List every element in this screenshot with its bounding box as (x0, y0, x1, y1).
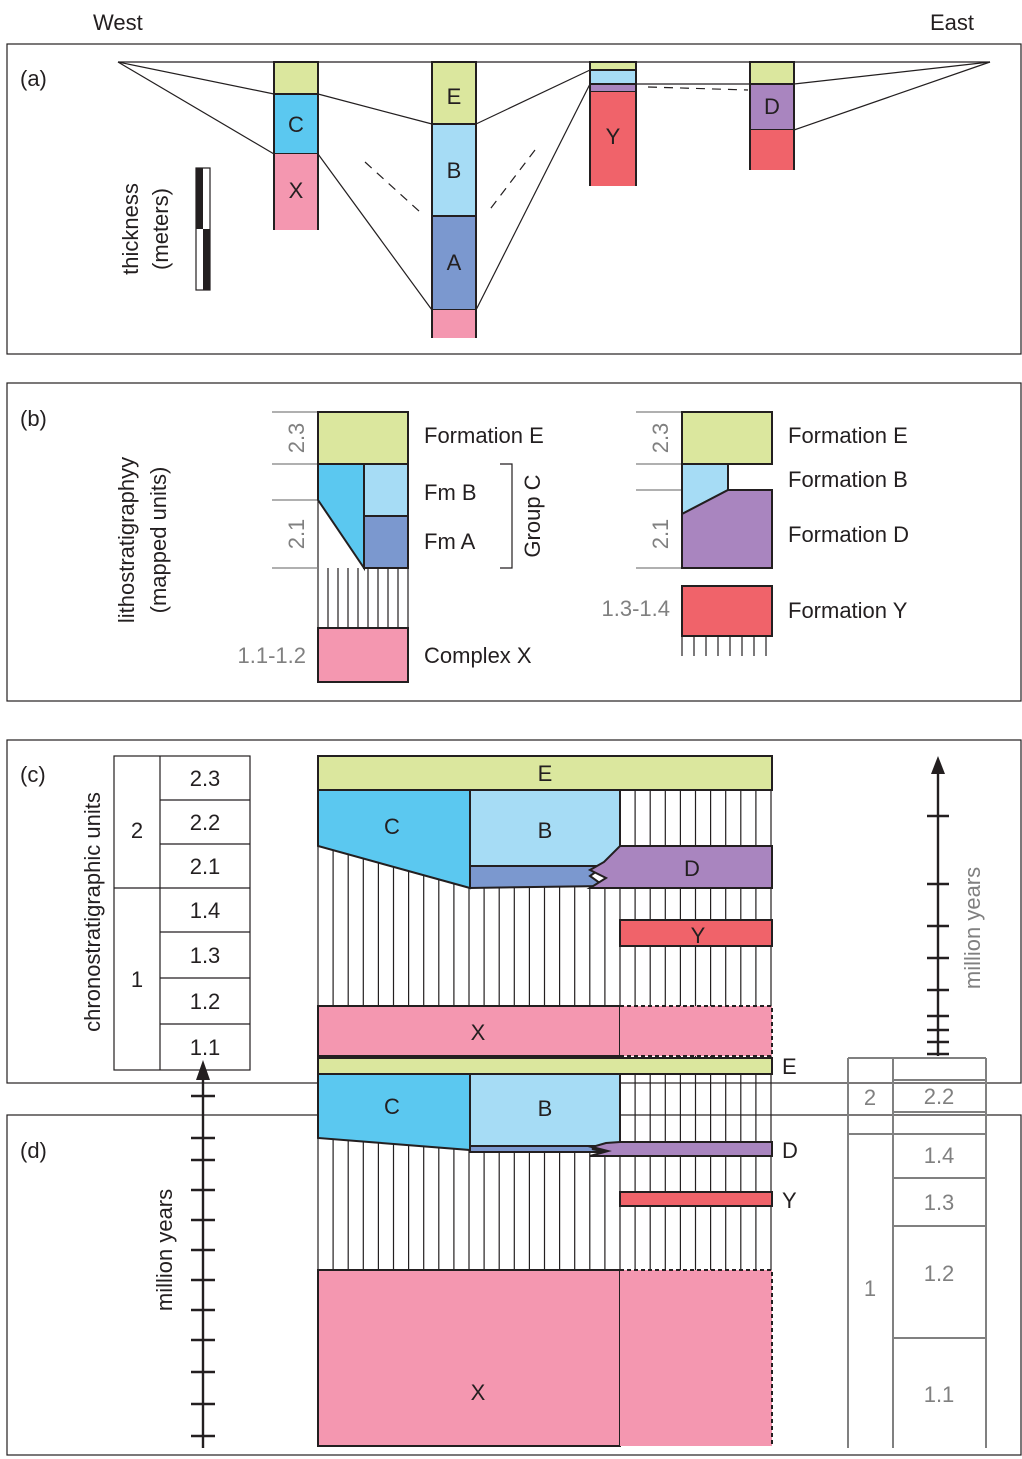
left-fm-a: Fm A (424, 529, 476, 554)
up-arrow-icon (196, 1060, 210, 1080)
label-c: C (288, 112, 304, 137)
panel-a-frame (6, 43, 1022, 355)
d-side-label-y: Y (782, 1188, 797, 1213)
right-age-23: 2.3 (648, 423, 673, 454)
d-label-b: B (538, 1096, 553, 1121)
d-chrono-stage: 1.3 (924, 1190, 955, 1215)
d-chrono-stage: 1.2 (924, 1261, 955, 1286)
scale-label-thickness: thickness (118, 183, 143, 275)
chrono-stage: 2.2 (190, 810, 221, 835)
left-age-21: 2.1 (284, 519, 309, 550)
time-axis-d (191, 1060, 215, 1448)
d-label-c: C (384, 1094, 400, 1119)
chrono-major-2: 2 (131, 818, 143, 843)
left-age-23: 2.3 (284, 423, 309, 454)
d-million-years-label: million years (152, 1189, 177, 1311)
label-d: D (764, 94, 780, 119)
lithostrat-axis-label-2: (mapped units) (146, 467, 171, 614)
c-label-x: X (471, 1020, 486, 1045)
c-label-c: C (384, 814, 400, 839)
c-million-years-label: million years (960, 867, 985, 989)
chrono-stage: 2.1 (190, 854, 221, 879)
d-chrono-major-1: 1 (864, 1276, 876, 1301)
panel-d-tag: (d) (20, 1138, 47, 1163)
label-e: E (447, 84, 462, 109)
c-label-b: B (538, 818, 553, 843)
label-y: Y (606, 124, 621, 149)
scale-label-meters: (meters) (148, 188, 173, 270)
right-age-21: 2.1 (648, 519, 673, 550)
time-axis-c (927, 756, 949, 1056)
right-formation-e: Formation E (788, 423, 908, 448)
c-label-e: E (538, 761, 553, 786)
group-c-label: Group C (520, 474, 545, 557)
c-label-d: D (684, 856, 700, 881)
chrono-stage: 1.1 (190, 1035, 221, 1060)
panel-b: (b) lithostratigraphyy (mapped units) 2.… (6, 382, 1022, 702)
east-label: East (930, 10, 974, 35)
panel-c-tag: (c) (20, 762, 46, 787)
d-chrono-stage: 2.2 (924, 1084, 955, 1109)
label-a: A (447, 250, 462, 275)
d-side-label-d: D (782, 1138, 798, 1163)
lithostrat-axis-label-1: lithostratigraphyy (114, 457, 139, 623)
thickness-scale-bar (195, 167, 211, 291)
c-label-y: Y (691, 923, 706, 948)
d-side-label-e: E (782, 1054, 797, 1079)
right-age-y: 1.3-1.4 (602, 596, 671, 621)
chrono-stage: 2.3 (190, 766, 221, 791)
correlation-lines (117, 61, 991, 311)
panel-a-tag: (a) (20, 66, 47, 91)
up-arrow-icon (931, 756, 945, 774)
d-chrono-table (847, 1057, 987, 1448)
chronostrat-axis-label: chronostratigraphic units (80, 792, 105, 1032)
chrono-stage: 1.2 (190, 989, 221, 1014)
d-chrono-stage: 1.4 (924, 1143, 955, 1168)
chrono-major-1: 1 (131, 967, 143, 992)
panel-b-tag: (b) (20, 406, 47, 431)
west-label: West (93, 10, 143, 35)
right-formation-b: Formation B (788, 467, 908, 492)
label-b: B (447, 158, 462, 183)
panel-c: (c) chronostratigraphic units 2 1 2.3 2.… (6, 739, 1022, 1084)
chrono-stage: 1.4 (190, 898, 221, 923)
left-fm-b: Fm B (424, 480, 477, 505)
panel-b-frame (6, 382, 1022, 702)
panel-a: (a) C X (6, 43, 1022, 355)
chrono-stage: 1.3 (190, 943, 221, 968)
d-chrono-stage: 1.1 (924, 1382, 955, 1407)
complex-x-label: Complex X (424, 643, 532, 668)
left-age-x: 1.1-1.2 (238, 643, 307, 668)
chrono-table (113, 755, 251, 1071)
d-label-x: X (471, 1380, 486, 1405)
panel-d: (d) million years (6, 1054, 1022, 1456)
right-formation-d: Formation D (788, 522, 909, 547)
left-formation-e: Formation E (424, 423, 544, 448)
d-chrono-major-2: 2 (864, 1085, 876, 1110)
label-x: X (289, 178, 304, 203)
right-formation-y: Formation Y (788, 598, 908, 623)
